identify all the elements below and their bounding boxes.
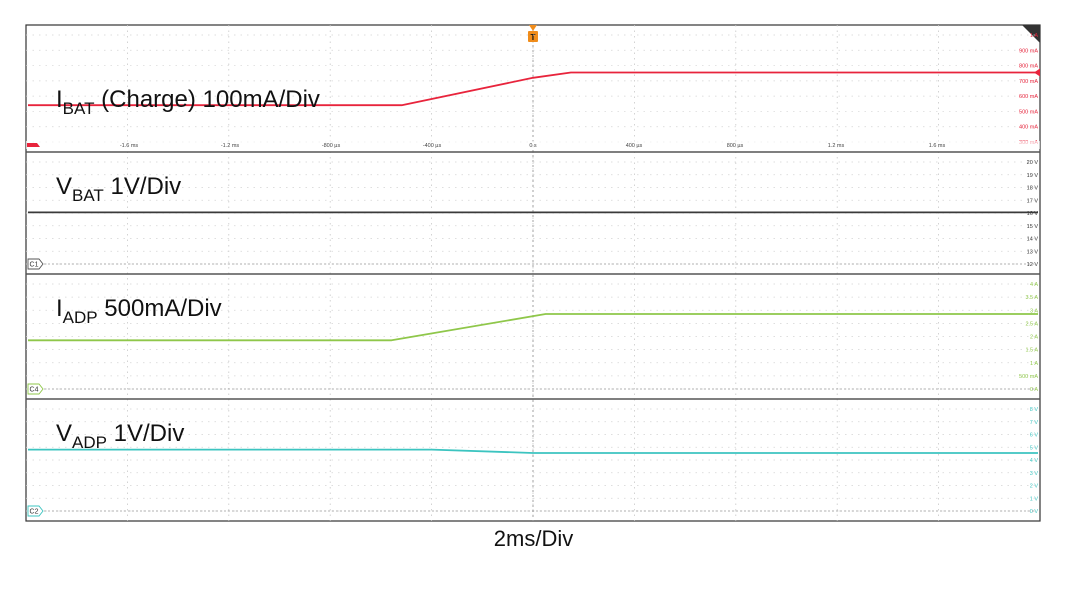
x-tick-label: -1.6 ms xyxy=(120,143,139,149)
x-axis-label: 2ms/Div xyxy=(493,526,574,551)
y-tick-label: 1.5 A xyxy=(1025,348,1038,354)
y-tick-label: 15 V xyxy=(1027,224,1039,230)
y-tick-label: 900 mA xyxy=(1019,48,1038,54)
y-tick-label: 2.5 A xyxy=(1025,321,1038,327)
y-tick-label: 800 mA xyxy=(1019,64,1038,70)
scope-panel-3: 4 A 3.5 A 3 A 2.5 A 2 A 1.5 A 1 A 500 mA 0 A IADP… xyxy=(26,273,1040,395)
y-tick-label: 8 V xyxy=(1030,407,1039,413)
channel-tag-label: C2 xyxy=(30,509,39,516)
y-tick-label: 600 mA xyxy=(1019,94,1038,100)
channel-tag-red xyxy=(27,143,40,147)
y-tick-label: 1 A xyxy=(1030,33,1038,39)
x-tick-label: 800 µs xyxy=(727,143,744,149)
x-tick-label: -800 µs xyxy=(322,143,341,149)
channel-tag-box xyxy=(27,383,44,395)
channel-tag-label: C1 xyxy=(30,262,39,269)
y-tick-label: 700 mA xyxy=(1019,79,1038,85)
panel-label-2: VBAT 1V/Div xyxy=(56,173,181,205)
y-tick-label: 2 V xyxy=(1030,484,1039,490)
y-tick-label: 3 A xyxy=(1030,308,1038,314)
waveform-bat-i xyxy=(28,71,1038,107)
x-tick-label: -1.2 ms xyxy=(221,143,240,149)
channel-tag-box xyxy=(27,258,44,270)
y-tick-label: 14 V xyxy=(1027,237,1039,243)
y-tick-label: 1 V xyxy=(1030,496,1039,502)
y-tick-label: 0 A xyxy=(1030,387,1038,393)
y-tick-label: 6 V xyxy=(1030,433,1039,439)
waveform-adp-v xyxy=(28,448,1038,454)
x-tick-label: 400 µs xyxy=(626,143,643,149)
trigger-marker: T xyxy=(528,25,538,42)
trigger-marker-arrow xyxy=(529,25,537,31)
y-tick-label: 3.5 A xyxy=(1025,295,1038,301)
trigger-label: T xyxy=(531,33,536,42)
y-tick-label: 18 V xyxy=(1027,186,1039,192)
panel-label-4: VADP 1V/Div xyxy=(56,420,184,452)
x-tick-label: 1.2 ms xyxy=(828,143,845,149)
panel-label-1: IBAT (Charge) 100mA/Div xyxy=(56,86,320,118)
trigger-marker-box xyxy=(528,31,538,42)
y-tick-label: 17 V xyxy=(1027,198,1039,204)
channel-tag-label: C4 xyxy=(30,387,39,394)
scope-panel-2: 20 V 19 V 18 V 17 V 16 V 15 V 14 V 13 V 12 V VBAT… xyxy=(26,151,1040,270)
channel-tag: C2 xyxy=(27,505,1034,517)
y-tick-label: 12 V xyxy=(1027,262,1039,268)
y-tick-label: 4 V xyxy=(1030,458,1039,464)
y-tick-label: 0 V xyxy=(1030,509,1039,515)
channel-tag: C1 xyxy=(27,258,1034,270)
channel-tag: C4 xyxy=(27,383,1034,395)
y-tick-label: 500 mA xyxy=(1019,109,1038,115)
y-tick-label: 500 mA xyxy=(1019,374,1038,380)
channel-tag-box xyxy=(27,505,44,517)
y-tick-label: 7 V xyxy=(1030,420,1039,426)
scope-panel-4: 8 V 7 V 6 V 5 V 4 V 3 V 2 V 1 V 0 V VADP 1V/Div C2 xyxy=(26,398,1040,517)
y-tick-label: 1 A xyxy=(1030,361,1038,367)
y-tick-label: 13 V xyxy=(1027,249,1039,255)
corner-tab xyxy=(1022,25,1040,43)
x-tick-label: -400 µs xyxy=(423,143,442,149)
x-tick-label: 1.6 ms xyxy=(929,143,946,149)
panel-label-3: IADP 500mA/Div xyxy=(56,295,222,327)
y-tick-label: 400 mA xyxy=(1019,125,1038,131)
waveform-adp-i xyxy=(28,313,1038,342)
time-axis-band xyxy=(26,141,1040,149)
y-tick-label: 16 V xyxy=(1027,211,1039,217)
offset-marker xyxy=(1034,68,1040,77)
y-tick-label: 20 V xyxy=(1027,160,1039,166)
y-tick-label: 4 A xyxy=(1030,282,1038,288)
y-tick-label: 19 V xyxy=(1027,173,1039,179)
x-tick-label: 0 s xyxy=(529,143,537,149)
y-tick-label: 5 V xyxy=(1030,445,1039,451)
y-tick-label: 2 A xyxy=(1030,335,1038,341)
y-tick-label: 3 V xyxy=(1030,471,1039,477)
